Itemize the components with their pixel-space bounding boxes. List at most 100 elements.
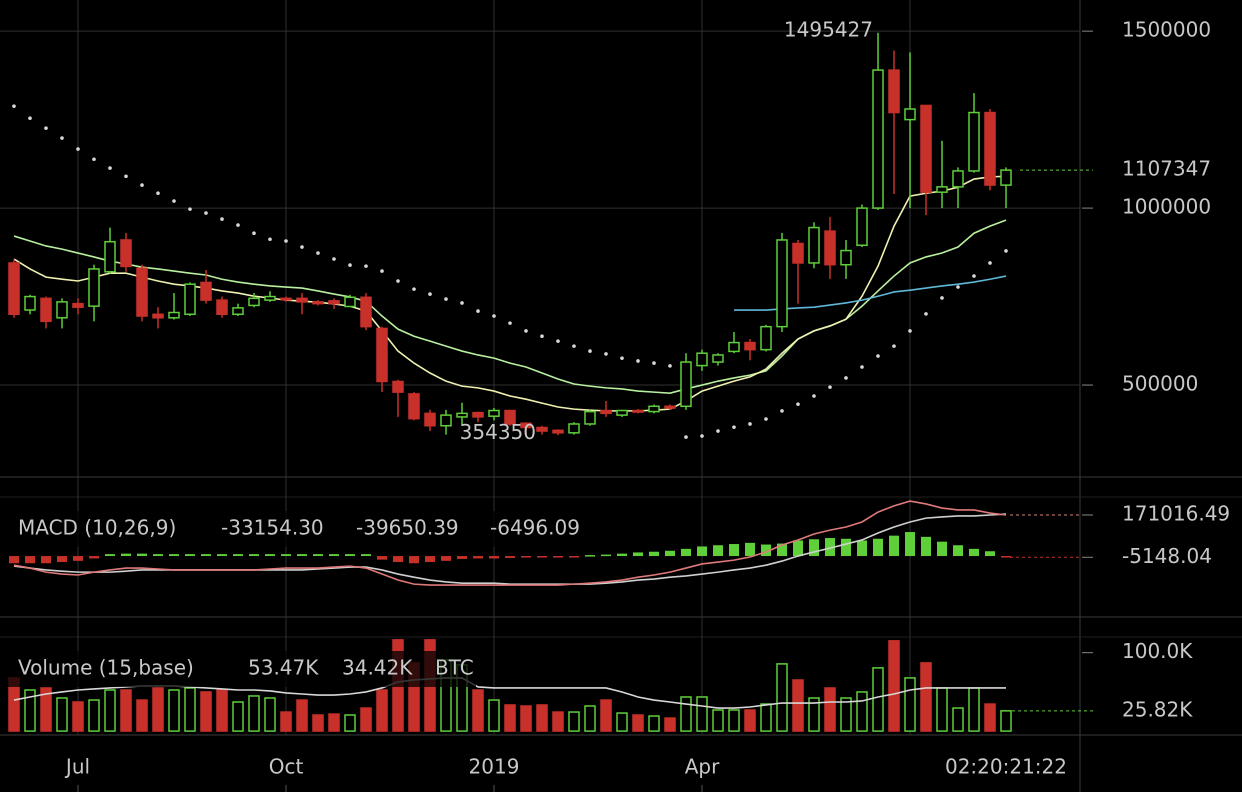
indicator-label: MACD (10,26,9) [18, 516, 176, 540]
sar-dot [796, 402, 800, 406]
macd-histogram-bar [969, 548, 979, 557]
volume-bar [312, 714, 324, 732]
macd-histogram-bar [377, 556, 387, 560]
volume-bar [40, 687, 52, 732]
macd-histogram-bar [841, 538, 851, 557]
candle-body [56, 301, 68, 319]
sar-dot [364, 264, 368, 268]
macd-histogram-bar [121, 553, 131, 557]
volume-bar [696, 696, 708, 732]
candle-body [328, 300, 340, 305]
volume-bar [568, 711, 580, 732]
macd-histogram-bar [649, 551, 659, 557]
candle-body [312, 301, 324, 305]
macd-histogram-bar [633, 552, 643, 557]
macd-histogram-bar [25, 556, 35, 564]
macd-histogram-bar [985, 551, 995, 557]
macd-histogram-bar [873, 538, 883, 557]
candle-body [568, 423, 580, 434]
volume-bar [952, 707, 964, 732]
candle-body [376, 327, 388, 383]
macd-histogram-bar [889, 535, 899, 557]
candle-body [136, 267, 148, 317]
candle-body [824, 230, 836, 266]
volume-bar [824, 687, 836, 732]
macd-histogram-bar [281, 554, 291, 557]
candle-body [472, 411, 484, 418]
macd-histogram-bar [329, 554, 339, 557]
candle-body [968, 111, 980, 172]
candle-body [520, 422, 532, 429]
macd-histogram-bar [937, 541, 947, 557]
sar-dot [460, 301, 464, 305]
volume-bar [72, 701, 84, 732]
volume-bar [648, 715, 660, 732]
y-tick-label: 1000000 [1122, 195, 1211, 219]
sar-dot [156, 191, 160, 196]
sar-dot [620, 356, 624, 360]
candle-body [72, 302, 84, 308]
sar-dot [700, 434, 704, 438]
volume-bar [120, 689, 132, 732]
sar-dot [428, 292, 432, 296]
sar-dot [124, 174, 128, 179]
sar-dot [844, 376, 848, 380]
sar-dot [236, 223, 240, 227]
sar-dot [348, 263, 352, 267]
sar-dot [28, 116, 32, 121]
last-price-label: 1107347 [1122, 157, 1211, 181]
indicator-label: Volume (15,base) [18, 656, 194, 680]
candle-body [776, 239, 788, 328]
volume-bar [904, 677, 916, 732]
macd-histogram-bar [1001, 556, 1011, 558]
candle-body [536, 426, 548, 432]
macd-histogram-bar [233, 554, 243, 557]
sar-dot [972, 274, 976, 278]
candle-body [616, 409, 628, 416]
macd-histogram-bar [761, 544, 771, 557]
volume-bar [56, 697, 68, 732]
moving-average-line [13, 219, 1007, 394]
macd-histogram-bar [169, 554, 179, 557]
sar-dot [172, 199, 176, 203]
volume-bar [1000, 710, 1012, 732]
candle-body [24, 295, 36, 311]
volume-bar [760, 703, 772, 732]
candle-body [200, 281, 212, 301]
countdown: 02:20:21:22 [945, 755, 1067, 779]
sar-dot [108, 166, 112, 170]
sar-dot [636, 359, 640, 363]
sar-dot [508, 321, 512, 325]
volume-bar [792, 679, 804, 732]
sar-dot [780, 409, 784, 413]
candle-body [264, 295, 276, 301]
volume-bar [728, 709, 740, 732]
macd-histogram-bar [553, 556, 563, 558]
volume-bar [344, 714, 356, 732]
macd-histogram-bar [777, 543, 787, 557]
macd-histogram-bar [793, 540, 803, 557]
macd-histogram-bar [905, 532, 915, 557]
sar-dot [524, 329, 528, 333]
volume-bar [264, 697, 276, 732]
volume-bar [296, 699, 308, 732]
volume-bar [248, 695, 260, 732]
macd-histogram-bar [857, 540, 867, 557]
sar-dot [1004, 249, 1008, 253]
volume-bar [520, 705, 532, 732]
volume-bar [920, 662, 932, 732]
current-value-label: -5148.04 [1122, 544, 1212, 568]
sar-dot [44, 126, 48, 130]
candle-body [872, 69, 884, 209]
current-value-label: 25.82K [1122, 697, 1193, 721]
macd-histogram-bar [921, 536, 931, 557]
candle-body [424, 412, 436, 427]
candle-body [792, 242, 804, 264]
macd-histogram-bar [297, 554, 307, 557]
candle-body [216, 299, 228, 316]
candle-body [760, 325, 772, 351]
candle-body [296, 297, 308, 303]
candle-body [664, 405, 676, 409]
macd-histogram-bar [409, 556, 419, 564]
macd-histogram-bar [41, 556, 51, 564]
